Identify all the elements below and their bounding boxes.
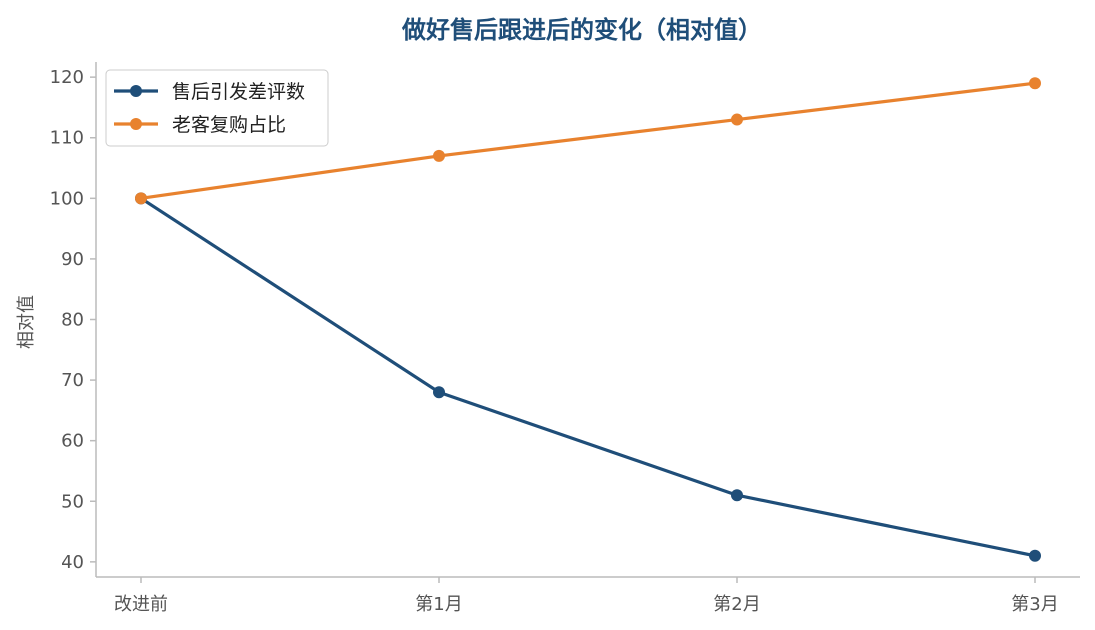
x-tick-label: 第2月 xyxy=(713,594,760,615)
series-2-point xyxy=(1029,77,1041,90)
y-ticks: 40 50 60 70 80 90 100 110 120 xyxy=(50,67,96,573)
legend-box xyxy=(105,69,329,147)
x-tick-label: 第3月 xyxy=(1011,594,1058,615)
series-2-point xyxy=(731,113,743,126)
series-1-point xyxy=(1029,549,1041,562)
y-tick-label: 100 xyxy=(50,188,84,209)
series-line-1 xyxy=(140,196,1036,558)
x-tick-label: 第1月 xyxy=(415,594,462,615)
y-tick-label: 120 xyxy=(50,67,84,88)
y-tick-label: 60 xyxy=(61,431,84,452)
x-ticks: 改进前 第1月 第2月 第3月 xyxy=(114,577,1059,615)
y-tick-label: 70 xyxy=(61,370,84,391)
series-2-point xyxy=(433,149,445,162)
y-tick-label: 90 xyxy=(61,249,84,270)
series-2-point xyxy=(135,192,147,205)
legend-label: 售后引发差评数 xyxy=(172,81,305,103)
series-layer xyxy=(135,77,1041,562)
series-1-point xyxy=(433,386,445,399)
y-axis-label: 相对值 xyxy=(16,295,37,349)
legend-label: 老客复购占比 xyxy=(172,114,286,136)
y-tick-label: 40 xyxy=(61,552,84,573)
y-tick-label: 50 xyxy=(61,491,84,512)
series-line-2 xyxy=(140,81,1036,200)
y-tick-label: 80 xyxy=(61,310,84,331)
legend-marker xyxy=(130,118,142,130)
chart-title: 做好售后跟进后的变化（相对值） xyxy=(401,16,762,44)
legend-marker xyxy=(130,85,142,97)
x-tick-label: 改进前 xyxy=(114,594,168,615)
series-1-point xyxy=(731,489,743,502)
y-tick-label: 110 xyxy=(50,128,84,149)
